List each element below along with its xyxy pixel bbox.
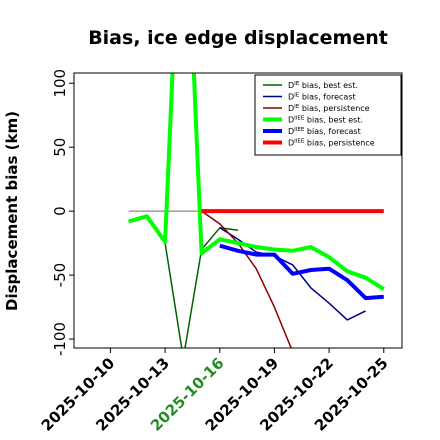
- y-axis-ticks: -100 -50 0 50 100: [51, 69, 74, 356]
- y-axis-label: Displacement bias (km): [3, 111, 21, 311]
- legend-label: DIE bias, persistence: [288, 104, 370, 113]
- legend-label-superscript: IE: [294, 81, 300, 87]
- legend-label-superscript: IIEE: [294, 116, 305, 122]
- legend-label-text: bias, persistence: [299, 104, 369, 113]
- legend-label: DIIEE bias, persistence: [288, 139, 375, 148]
- y-tick-label: 100: [51, 69, 69, 98]
- series-line-ie-persistence: [201, 210, 292, 348]
- legend-label-prefix: D: [288, 93, 294, 102]
- legend-label-prefix: D: [288, 127, 294, 136]
- y-tick-label: 0: [51, 206, 69, 216]
- series-line-iiee-best-est: [128, 73, 385, 291]
- series-line-iiee-forecast: [219, 243, 384, 301]
- legend-label-text: bias, best est.: [299, 81, 358, 90]
- legend-label-prefix: D: [288, 139, 294, 148]
- legend-label-text: bias, forecast: [299, 93, 355, 102]
- legend-label-superscript: IE: [294, 93, 300, 99]
- legend-label-prefix: D: [288, 116, 294, 125]
- legend-label-text: bias, best est.: [304, 116, 363, 125]
- series-layer: [128, 73, 385, 348]
- chart-title: Bias, ice edge displacement: [88, 27, 388, 49]
- y-tick-label: -100: [51, 322, 69, 356]
- legend-label-superscript: IIEE: [294, 139, 305, 145]
- plot-frame: [73, 72, 403, 349]
- y-tick-label: 50: [51, 138, 69, 157]
- legend-label: DIE bias, forecast: [288, 93, 356, 102]
- legend-entry: DIIEE bias, forecast: [263, 127, 361, 136]
- legend-entry: DIE bias, persistence: [263, 104, 370, 113]
- legend-entry: DIE bias, best est.: [263, 81, 358, 90]
- legend-label-prefix: D: [288, 81, 294, 90]
- legend-label-text: bias, persistence: [304, 139, 374, 148]
- legend-label: DIIEE bias, best est.: [288, 116, 363, 125]
- legend-label-superscript: IE: [294, 104, 300, 110]
- legend-label-superscript: IIEE: [294, 127, 305, 133]
- legend-entry: DIIEE bias, best est.: [263, 116, 363, 125]
- x-axis-ticks: 2025-10-102025-10-132025-10-162025-10-19…: [38, 348, 392, 435]
- legend-entry: DIIEE bias, persistence: [263, 139, 375, 148]
- y-tick-label: -50: [51, 263, 69, 288]
- legend: DIE bias, best est.DIE bias, forecastDIE…: [254, 74, 402, 156]
- legend-label-text: bias, forecast: [304, 127, 360, 136]
- legend-label: DIE bias, best est.: [288, 81, 358, 90]
- legend-label: DIIEE bias, forecast: [288, 127, 361, 136]
- legend-label-prefix: D: [288, 104, 294, 113]
- legend-entry: DIE bias, forecast: [263, 93, 356, 102]
